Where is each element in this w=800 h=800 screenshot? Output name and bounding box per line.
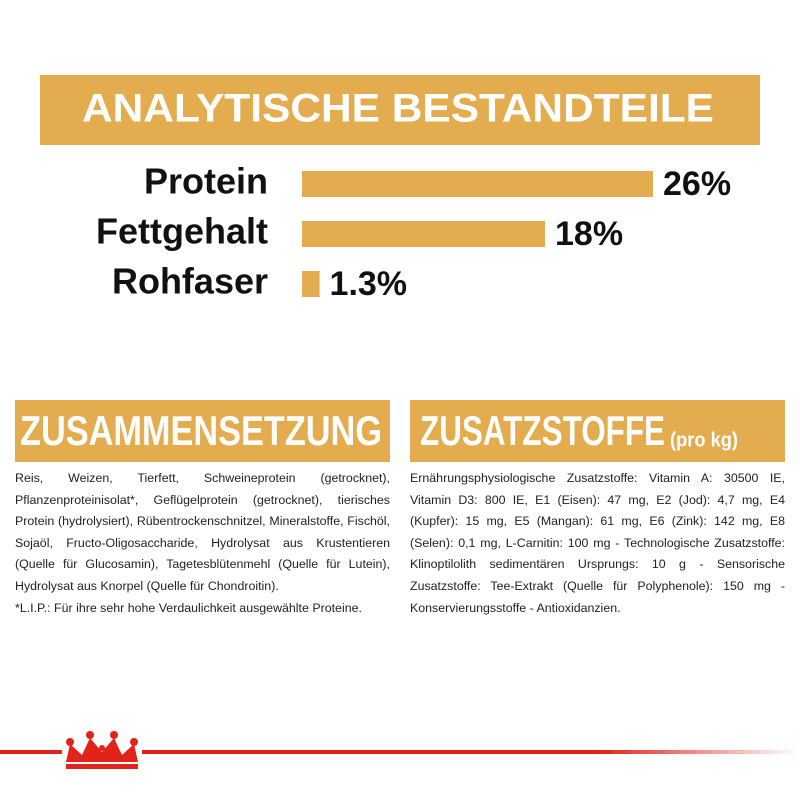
section-band	[410, 400, 785, 462]
section-title: ZUSAMMENSETZUNG	[20, 407, 382, 454]
bar	[302, 271, 320, 297]
header-band	[40, 75, 760, 145]
paragraph: Ernährungsphysiologische Zusatzstoffe: V…	[410, 471, 785, 615]
crown-logo	[62, 731, 142, 769]
category-label: Protein	[144, 161, 268, 202]
section-text: Ernährungsphysiologische Zusatzstoffe: V…	[410, 468, 785, 619]
section-subtitle: (pro kg)	[670, 429, 738, 451]
footer-line	[0, 750, 800, 754]
note: *L.I.P.: Für ihre sehr hohe Verdaulichke…	[15, 600, 362, 615]
section-band	[15, 400, 390, 462]
category-label: Fettgehalt	[96, 211, 268, 252]
header-title: ANALYTISCHE BESTANDTEILE	[82, 87, 714, 131]
section-text: Reis, Weizen, Tierfett, Schweineprotein …	[15, 468, 390, 619]
value-label: 18%	[555, 215, 623, 253]
category-label: Rohfaser	[112, 261, 268, 302]
bar	[302, 221, 545, 247]
value-label: 1.3%	[330, 265, 408, 303]
value-label: 26%	[663, 165, 731, 203]
section-title: ZUSATZSTOFFE	[420, 407, 665, 454]
bar	[302, 171, 653, 197]
paragraph: Reis, Weizen, Tierfett, Schweineprotein …	[15, 471, 390, 593]
